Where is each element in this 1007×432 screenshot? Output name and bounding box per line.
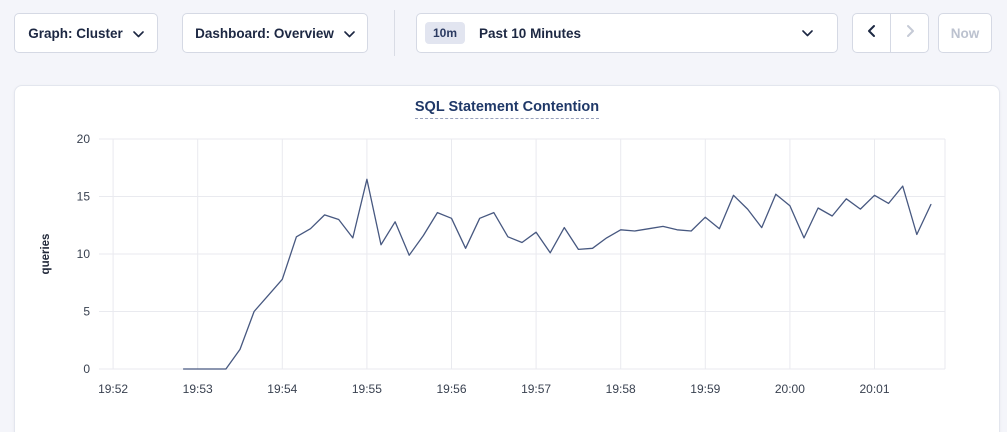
svg-text:19:56: 19:56	[436, 382, 466, 396]
chevron-down-icon	[344, 26, 355, 41]
y-axis-label: queries	[40, 234, 52, 275]
svg-text:20: 20	[77, 132, 91, 146]
svg-text:19:53: 19:53	[183, 382, 213, 396]
time-range-dropdown[interactable]: 10m Past 10 Minutes	[416, 13, 838, 53]
svg-text:15: 15	[77, 190, 91, 204]
chevron-left-icon	[865, 24, 879, 43]
next-time-button[interactable]	[890, 14, 928, 52]
time-range-label: Past 10 Minutes	[479, 25, 582, 41]
prev-time-button[interactable]	[853, 14, 890, 52]
svg-text:19:58: 19:58	[606, 382, 636, 396]
svg-text:19:59: 19:59	[690, 382, 720, 396]
svg-text:0: 0	[83, 362, 90, 376]
svg-text:20:01: 20:01	[859, 382, 889, 396]
line-chart[interactable]: 0 5 10 15 20 19:52 19:53 19:54 19:55 19:56 19:57 19…	[15, 121, 1001, 432]
chart-card: SQL Statement Contention 0 5 10 15 20 19:52 19…	[14, 85, 1000, 432]
toolbar-divider	[394, 10, 395, 56]
svg-text:20:00: 20:00	[775, 382, 805, 396]
graph-dropdown-label: Graph: Cluster	[28, 25, 123, 41]
chevron-down-icon	[132, 26, 144, 41]
chevron-down-icon	[802, 24, 813, 42]
svg-text:5: 5	[83, 305, 90, 319]
svg-text:19:57: 19:57	[521, 382, 551, 396]
now-button[interactable]: Now	[938, 13, 992, 53]
svg-text:19:54: 19:54	[267, 382, 297, 396]
chart-title-row: SQL Statement Contention	[15, 86, 999, 121]
dashboard-dropdown[interactable]: Dashboard: Overview	[182, 13, 368, 53]
svg-text:10: 10	[77, 247, 91, 261]
time-range-badge: 10m	[425, 22, 466, 44]
dashboard-dropdown-label: Dashboard: Overview	[195, 25, 334, 41]
svg-text:19:52: 19:52	[98, 382, 128, 396]
svg-text:19:55: 19:55	[352, 382, 382, 396]
time-step-buttons	[852, 13, 929, 53]
chevron-right-icon	[903, 24, 917, 43]
graph-dropdown[interactable]: Graph: Cluster	[14, 13, 158, 53]
chart-title[interactable]: SQL Statement Contention	[414, 99, 600, 119]
